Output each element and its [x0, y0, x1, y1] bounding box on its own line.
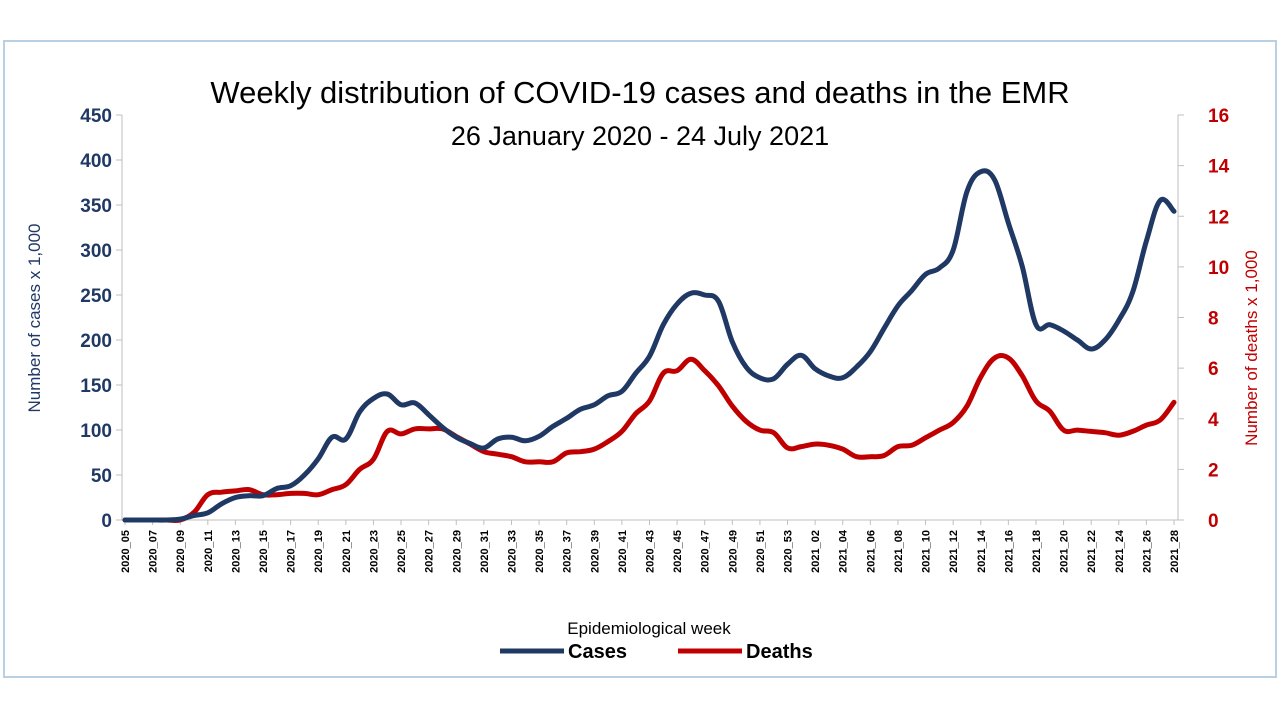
- x-tick-label: 2020_23: [368, 530, 380, 573]
- x-axis-label: Epidemiological week: [567, 619, 731, 638]
- x-tick-label: 2021_18: [1031, 530, 1043, 573]
- x-tick-label: 2020_15: [258, 530, 270, 573]
- left-tick-label: 100: [80, 421, 112, 442]
- chart-title: Weekly distribution of COVID-19 cases an…: [210, 75, 1069, 110]
- x-tick-label: 2021_24: [1114, 529, 1126, 573]
- left-tick-label: 350: [80, 196, 112, 217]
- x-tick-label: 2020_31: [479, 530, 491, 573]
- x-tick-label: 2020_39: [589, 530, 601, 573]
- x-tick-label: 2021_14: [976, 529, 988, 573]
- cases-series-line: [122, 168, 1177, 523]
- right-tick-label: 0: [1208, 511, 1219, 532]
- chart-frame: [3, 40, 1277, 678]
- left-tick-label: 250: [80, 286, 112, 307]
- x-tick-label: 2020_35: [534, 530, 546, 573]
- x-tick-label: 2021_28: [1169, 530, 1181, 573]
- x-tick-label: 2020_37: [562, 530, 574, 573]
- right-tick-label: 10: [1208, 258, 1229, 279]
- x-tick-label: 2020_41: [617, 530, 629, 573]
- right-tick-label: 12: [1208, 207, 1229, 228]
- x-tick-label: 2020_51: [755, 530, 767, 573]
- left-tick-label: 200: [80, 331, 112, 352]
- legend-cases-label: Cases: [568, 641, 627, 663]
- x-tick-label: 2021_26: [1141, 530, 1153, 573]
- left-tick-label: 400: [80, 151, 112, 172]
- x-tick-label: 2020_13: [230, 530, 242, 573]
- x-tick-label: 2020_43: [645, 530, 657, 573]
- right-tick-label: 6: [1208, 359, 1219, 380]
- x-tick-label: 2020_09: [175, 530, 187, 573]
- left-tick-label: 300: [80, 241, 112, 262]
- right-tick-label: 2: [1208, 460, 1219, 481]
- x-tick-label: 2020_53: [783, 530, 795, 573]
- deaths-series-line: [122, 353, 1177, 524]
- left-tick-label: 150: [80, 376, 112, 397]
- x-tick-label: 2021_02: [810, 530, 822, 573]
- x-tick-label: 2020_11: [203, 530, 215, 572]
- x-tick-label: 2021_10: [921, 530, 933, 573]
- x-tick-label: 2021_12: [948, 530, 960, 573]
- x-tick-label: 2021_20: [1059, 530, 1071, 573]
- x-axis-ticks: 2020_05 2020_07 2020_09 2020_11 2020_13 2020_…: [120, 520, 1181, 573]
- right-tick-label: 16: [1208, 106, 1229, 127]
- x-tick-label: 2020_45: [672, 530, 684, 573]
- legend: Cases Deaths: [500, 641, 813, 663]
- chart-subtitle: 26 January 2020 - 24 July 2021: [451, 121, 829, 151]
- right-tick-label: 8: [1208, 309, 1219, 330]
- x-tick-label: 2020_19: [313, 530, 325, 573]
- left-tick-label: 450: [80, 106, 112, 127]
- right-tick-label: 4: [1208, 410, 1219, 431]
- x-tick-label: 2020_21: [341, 530, 353, 573]
- x-tick-label: 2021_16: [1003, 530, 1015, 573]
- y-axis-label-right: Number of deaths x 1,000: [1242, 250, 1261, 446]
- x-tick-label: 2020_25: [396, 530, 408, 573]
- left-axis-ticks: 0 50 100 150 200 250 300 350 400 450: [80, 106, 122, 532]
- right-tick-label: 14: [1208, 157, 1230, 178]
- left-tick-label: 50: [91, 466, 112, 487]
- x-tick-label: 2021_04: [838, 529, 850, 573]
- x-tick-label: 2020_17: [286, 530, 298, 573]
- x-tick-label: 2020_33: [506, 530, 518, 573]
- x-tick-label: 2020_05: [120, 530, 132, 573]
- x-tick-label: 2021_22: [1086, 530, 1098, 573]
- y-axis-label-left: Number of cases x 1,000: [25, 224, 44, 413]
- x-tick-label: 2020_47: [700, 530, 712, 573]
- x-tick-label: 2021_08: [893, 530, 905, 573]
- legend-deaths-label: Deaths: [746, 641, 813, 663]
- x-tick-label: 2020_29: [451, 530, 463, 573]
- left-tick-label: 0: [101, 511, 112, 532]
- x-tick-label: 2020_27: [424, 530, 436, 573]
- x-tick-label: 2021_06: [865, 530, 877, 573]
- right-axis-ticks: 0 2 4 6 8 10 12 14 16: [1178, 106, 1230, 532]
- x-tick-label: 2020_07: [148, 530, 160, 573]
- x-tick-label: 2020_49: [727, 530, 739, 573]
